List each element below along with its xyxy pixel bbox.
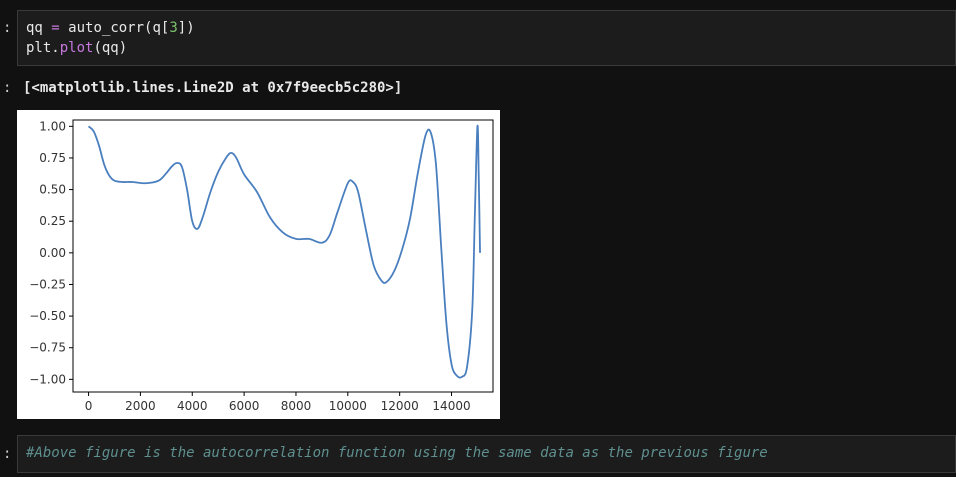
y-tick-label: −1.00 xyxy=(29,372,66,386)
code-number: 3 xyxy=(169,20,178,36)
plot-output: 0 2000 4000 6000 8000 10000 12000 14000 1.00 0.75… xyxy=(17,110,500,419)
code-args: (qq) xyxy=(93,40,128,56)
autocorrelation-chart: 0 2000 4000 6000 8000 10000 12000 14000 1.00 0.75… xyxy=(29,119,494,413)
y-tick-label: 0.75 xyxy=(39,151,66,165)
y-tick-label: −0.25 xyxy=(29,277,66,291)
y-tick-label: 0.25 xyxy=(39,214,66,228)
y-tick-label: 0.00 xyxy=(39,246,66,260)
x-tick-label: 4000 xyxy=(177,399,208,413)
code-obj: plt. xyxy=(26,40,60,56)
code-line-1: qq = auto_corr(q[3]) xyxy=(26,19,195,37)
plot-axes-frame xyxy=(72,119,494,393)
x-tick-label: 10000 xyxy=(329,399,367,413)
comment-cell-input[interactable]: #Above figure is the autocorrelation fun… xyxy=(17,435,956,473)
x-tick-label: 12000 xyxy=(381,399,419,413)
x-tick-label: 6000 xyxy=(229,399,260,413)
x-tick-label: 8000 xyxy=(281,399,312,413)
series-line-0 xyxy=(87,124,481,379)
cell3-prompt: : xyxy=(3,446,12,462)
code-var: qq xyxy=(26,20,43,36)
output-prompt: : xyxy=(3,80,12,96)
y-tick-label: 0.50 xyxy=(39,183,66,197)
code-operator: = xyxy=(51,20,60,36)
y-tick-label: −0.75 xyxy=(29,341,66,355)
comment-text: #Above figure is the autocorrelation fun… xyxy=(26,445,768,461)
output-text: [<matplotlib.lines.Line2D at 0x7f9eecb5c… xyxy=(23,80,403,96)
y-tick-label: −0.50 xyxy=(29,309,66,323)
cell1-prompt: : xyxy=(3,20,12,36)
code-fn-call: auto_corr(q[ xyxy=(68,20,170,36)
x-tick-label: 0 xyxy=(85,399,93,413)
code-cell-input[interactable]: qq = auto_corr(q[3]) plt.plot(qq) xyxy=(17,10,956,66)
code-plot-fn: plot xyxy=(59,40,94,56)
y-tick-label: 1.00 xyxy=(39,119,66,133)
x-tick-label: 14000 xyxy=(432,399,470,413)
x-tick-label: 2000 xyxy=(125,399,156,413)
code-line-2: plt.plot(qq) xyxy=(26,39,127,57)
code-close: ]) xyxy=(177,20,195,36)
